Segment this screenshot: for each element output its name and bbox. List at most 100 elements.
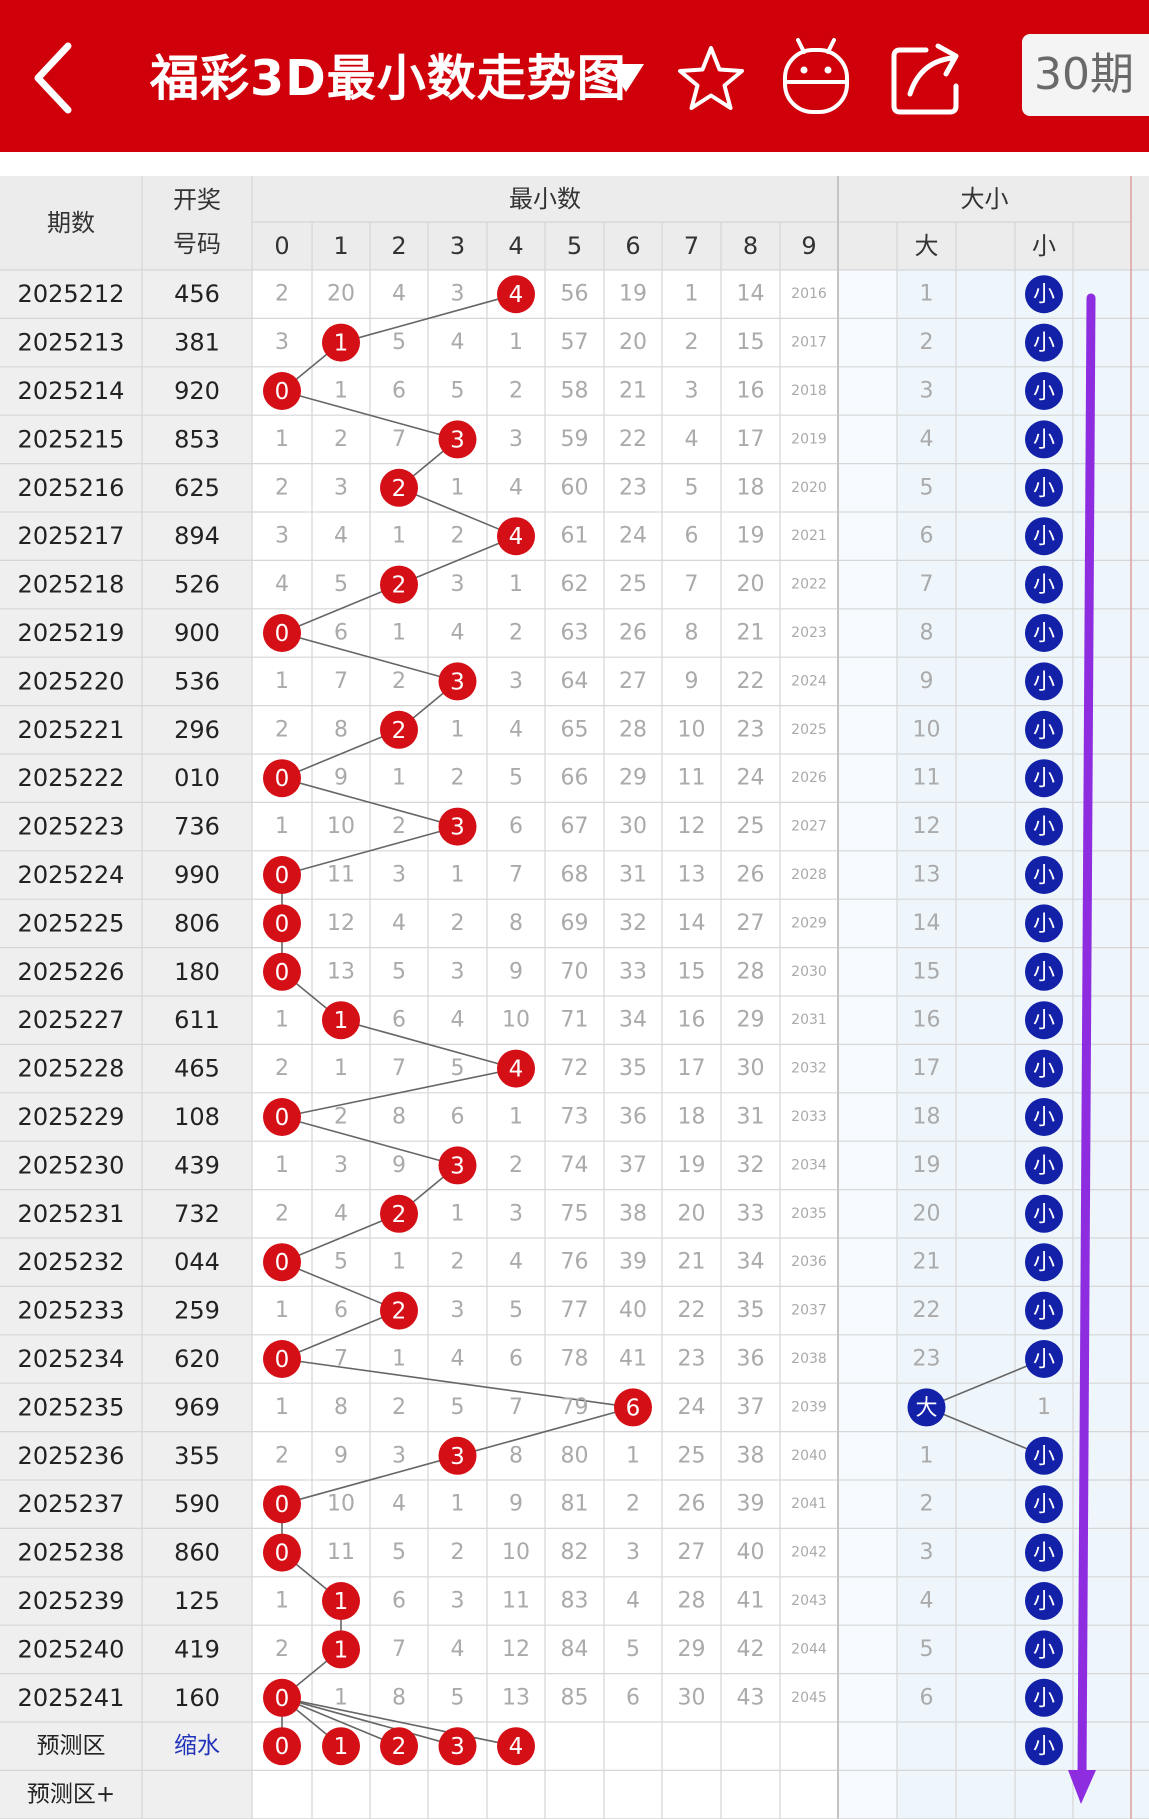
min-ball: 2 xyxy=(380,1194,418,1233)
miss-cell: 4 xyxy=(392,1492,406,1517)
min-ball-circle xyxy=(497,517,535,556)
miss-cell: 9 xyxy=(685,669,699,694)
miss-cell: 4 xyxy=(451,1347,465,1372)
period-select-button[interactable]: 30期 xyxy=(1022,34,1149,116)
issue-cell: 2025213 xyxy=(18,329,125,357)
trend-line xyxy=(457,1406,634,1457)
size-miss-cell: 2 xyxy=(920,330,934,355)
page-title[interactable]: 福彩3D最小数走势图 xyxy=(150,50,627,107)
issue-cell: 2025234 xyxy=(18,1345,125,1373)
miss-cell: 22 xyxy=(619,427,647,452)
miss-cell: 1 xyxy=(451,717,465,742)
table-row: 2025233 259 1 6 3 5 77 40 22 35 2037 22 xyxy=(18,1297,941,1325)
miss-cell: 12 xyxy=(502,1637,530,1662)
size-ball: 小 xyxy=(1025,468,1063,507)
miss-cell: 22 xyxy=(737,669,765,694)
size-ball: 小 xyxy=(1025,1436,1063,1475)
miss-cell: 11 xyxy=(502,1589,530,1614)
table-row: 2025238 860 11 5 2 10 82 3 27 40 2042 3 xyxy=(18,1539,934,1567)
miss-cell: 35 xyxy=(619,1056,647,1081)
size-ball: 小 xyxy=(1025,1194,1063,1233)
size-miss-cell: 7 xyxy=(920,572,934,597)
back-arrow-icon[interactable] xyxy=(28,40,78,116)
miss-cell: 1 xyxy=(275,1008,289,1033)
size-ball-label: 小 xyxy=(1033,622,1055,647)
size-ball: 小 xyxy=(1025,565,1063,604)
miss-cell: 1 xyxy=(451,863,465,888)
issue-cell: 2025219 xyxy=(18,619,125,647)
table-row: 2025234 620 7 1 4 6 78 41 23 36 2038 23 xyxy=(18,1345,941,1373)
miss-cell: 2026 xyxy=(791,770,827,786)
miss-cell: 26 xyxy=(678,1492,706,1517)
draw-cell: 419 xyxy=(174,1635,220,1663)
size-miss-cell: 1 xyxy=(1037,1395,1051,1420)
miss-cell: 18 xyxy=(678,1105,706,1130)
miss-cell: 15 xyxy=(737,330,765,355)
miss-cell: 13 xyxy=(327,959,355,984)
draw-cell: 355 xyxy=(174,1442,220,1470)
miss-cell: 2020 xyxy=(791,480,827,496)
issue-cell: 2025238 xyxy=(18,1539,125,1567)
scroll-arrow-head xyxy=(1068,1770,1096,1804)
miss-cell: 7 xyxy=(334,669,348,694)
size-miss-cell: 5 xyxy=(920,1637,934,1662)
miss-cell: 2030 xyxy=(791,964,827,980)
miss-cell: 3 xyxy=(626,1540,640,1565)
min-ball: 3 xyxy=(438,662,477,701)
draw-cell: 125 xyxy=(174,1587,220,1615)
miss-cell: 27 xyxy=(619,669,647,694)
miss-cell: 6 xyxy=(334,621,348,646)
trend-line xyxy=(281,1213,400,1263)
miss-cell: 20 xyxy=(678,1201,706,1226)
forecast-ball-circle xyxy=(322,1727,360,1766)
min-ball: 0 xyxy=(263,759,301,798)
miss-cell: 29 xyxy=(678,1637,706,1662)
miss-cell: 3 xyxy=(451,282,465,307)
miss-cell: 2 xyxy=(626,1492,640,1517)
min-ball-circle xyxy=(497,275,535,314)
miss-cell: 79 xyxy=(561,1395,589,1420)
miss-cell: 10 xyxy=(502,1008,530,1033)
robot-icon[interactable] xyxy=(780,36,852,116)
miss-cell: 27 xyxy=(737,911,765,936)
min-ball-circle xyxy=(263,1678,301,1717)
miss-cell: 59 xyxy=(561,427,589,452)
min-ball-label: 2 xyxy=(392,718,407,744)
issue-cell: 2025237 xyxy=(18,1490,125,1518)
star-icon[interactable] xyxy=(676,44,746,114)
miss-cell: 11 xyxy=(327,1540,355,1565)
miss-cell: 26 xyxy=(619,621,647,646)
size-miss-cell: 19 xyxy=(913,1153,941,1178)
miss-cell: 4 xyxy=(509,475,523,500)
size-ball-circle xyxy=(1025,904,1063,943)
min-ball: 1 xyxy=(322,323,360,362)
draw-cell: 439 xyxy=(174,1151,220,1179)
min-ball: 0 xyxy=(263,1533,301,1572)
min-ball-circle xyxy=(322,323,360,362)
miss-cell: 67 xyxy=(561,814,589,839)
min-ball: 0 xyxy=(263,372,301,410)
draw-cell: 860 xyxy=(174,1539,220,1567)
min-ball-label: 3 xyxy=(450,1153,465,1179)
share-icon[interactable] xyxy=(890,40,966,116)
table-row: 2025232 044 5 1 2 4 76 39 21 34 2036 21 xyxy=(18,1248,941,1276)
size-miss-cell: 6 xyxy=(920,524,934,549)
min-ball-circle xyxy=(438,1436,477,1475)
miss-cell: 1 xyxy=(275,1153,289,1178)
min-ball-label: 4 xyxy=(509,524,524,550)
miss-cell: 5 xyxy=(451,1685,465,1710)
miss-cell: 77 xyxy=(561,1298,589,1323)
trend-line xyxy=(281,825,458,876)
shrink-link[interactable]: 缩水 xyxy=(174,1733,220,1759)
issue-cell: 2025228 xyxy=(18,1055,125,1083)
issue-cell: 2025240 xyxy=(18,1635,125,1663)
size-ball: 小 xyxy=(1025,1001,1063,1040)
forecast-plus-label[interactable]: 预测区+ xyxy=(27,1782,115,1808)
dropdown-triangle-icon[interactable] xyxy=(604,52,648,104)
issue-cell: 2025214 xyxy=(18,377,125,405)
min-ball-circle xyxy=(263,1340,301,1378)
miss-cell: 20 xyxy=(327,282,355,307)
miss-cell: 1 xyxy=(334,379,348,404)
min-ball: 2 xyxy=(380,565,418,604)
forecast-ball-label: 2 xyxy=(392,1734,407,1760)
